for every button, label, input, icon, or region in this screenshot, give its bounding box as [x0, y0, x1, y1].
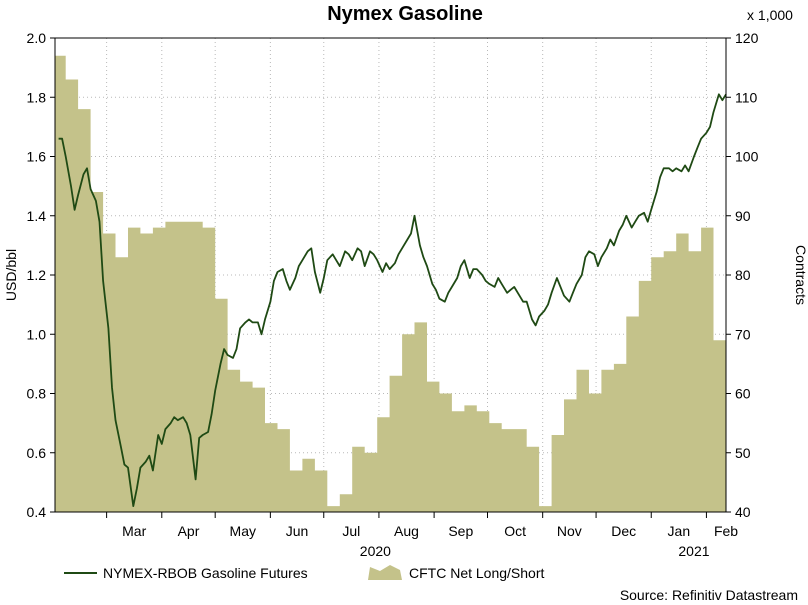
x-month-label: Apr	[178, 523, 200, 539]
chart-title: Nymex Gasoline	[327, 3, 483, 25]
x-month-label: Aug	[394, 523, 419, 539]
x-axis-ticks: Mar Apr May Jun Jul Aug Sep Oct Nov Dec Jan Feb 2020…	[106, 512, 738, 559]
x-month-label: Jun	[286, 523, 309, 539]
x-month-label: Jan	[668, 523, 691, 539]
right-tick-label: 120	[735, 30, 759, 46]
left-tick-label: 0.8	[27, 386, 47, 402]
right-tick-label: 100	[735, 149, 759, 165]
x-month-label: Sep	[448, 523, 473, 539]
left-tick-label: 0.4	[27, 504, 47, 520]
x-month-label: Dec	[611, 523, 636, 539]
left-tick-label: 0.6	[27, 445, 47, 461]
x-year-label: 2021	[678, 543, 709, 559]
x-month-label: Feb	[714, 523, 738, 539]
cftc-area-layer	[55, 55, 726, 513]
legend-gasoline-label: NYMEX-RBOB Gasoline Futures	[103, 565, 308, 581]
right-tick-label: 110	[735, 89, 758, 105]
right-tick-label: 90	[735, 208, 751, 224]
cftc-area	[55, 55, 726, 513]
legend-cftc-label: CFTC Net Long/Short	[409, 565, 544, 581]
right-axis-label: Contracts	[793, 245, 808, 305]
gasoline-line-layer	[58, 93, 727, 508]
gasoline-line	[58, 93, 727, 508]
left-tick-label: 1.6	[27, 149, 47, 165]
x-month-label: Oct	[504, 523, 526, 539]
x-month-label: May	[230, 523, 256, 539]
left-tick-label: 2.0	[27, 30, 47, 46]
x-month-label: Mar	[122, 523, 146, 539]
legend: NYMEX-RBOB Gasoline Futures CFTC Net Lon…	[64, 565, 544, 581]
legend-area-swatch	[368, 565, 402, 580]
right-tick-label: 60	[735, 386, 751, 402]
right-axis-ticks: 120 110 100 90 80 70 60 50 40	[726, 30, 759, 520]
left-tick-label: 1.8	[27, 89, 47, 105]
right-tick-label: 40	[735, 504, 751, 520]
left-axis-ticks: 2.0 1.8 1.6 1.4 1.2 1.0 0.8 0.6 0.4	[27, 30, 55, 520]
x-month-label: Jul	[342, 523, 360, 539]
x-month-label: Nov	[557, 523, 582, 539]
left-tick-label: 1.0	[27, 326, 47, 342]
x-year-label: 2020	[360, 543, 391, 559]
right-tick-label: 50	[735, 445, 751, 461]
right-tick-label: 80	[735, 267, 751, 283]
source-note: Source: Refinitiv Datastream	[620, 587, 798, 603]
left-tick-label: 1.4	[27, 208, 47, 224]
right-tick-label: 70	[735, 326, 751, 342]
left-tick-label: 1.2	[27, 267, 47, 283]
left-axis-label: USD/bbl	[3, 249, 19, 301]
right-axis-multiplier: x 1,000	[747, 7, 793, 23]
